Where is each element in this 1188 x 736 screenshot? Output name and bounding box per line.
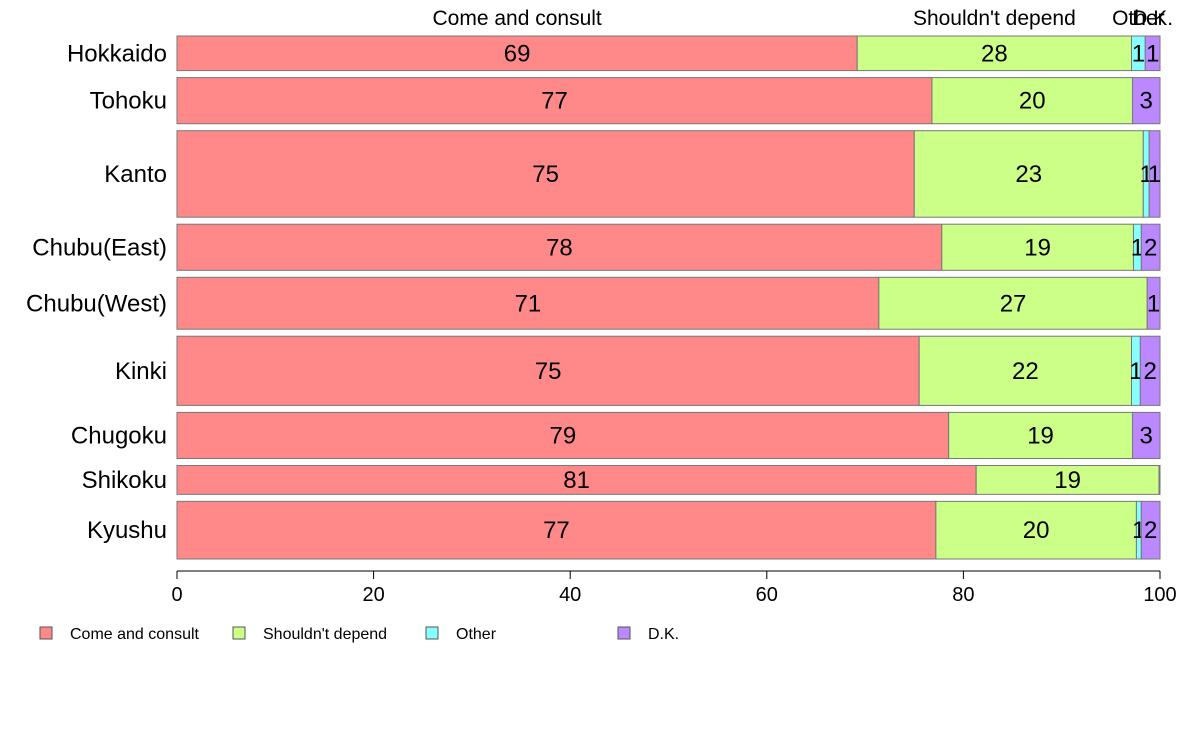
x-tick-label: 20 (362, 584, 384, 606)
value-label: 23 (1015, 161, 1042, 188)
category-label: Hokkaido (67, 40, 167, 67)
bar-segment-0-4 (176, 276, 880, 330)
bar-segment-1-7 (975, 465, 1160, 495)
top-series-label: Other (1112, 7, 1165, 30)
category-label: Chubu(West) (26, 290, 167, 317)
bar-segment-1-8 (935, 500, 1137, 560)
bar-segment-1-0 (856, 35, 1132, 72)
x-tick-label: 100 (1143, 584, 1176, 606)
bar-segment-3-6 (1131, 411, 1161, 460)
value-label: 79 (549, 422, 576, 449)
value-label: 3 (1140, 422, 1153, 449)
value-label: 19 (1027, 422, 1054, 449)
value-label: 1 (1132, 40, 1145, 67)
bar-segment-1-2 (913, 130, 1144, 218)
value-label: 77 (543, 517, 570, 544)
value-label: 3 (1140, 88, 1153, 115)
value-label: 2 (1144, 234, 1157, 261)
value-label: 81 (563, 467, 590, 494)
category-label: Kinki (115, 358, 167, 385)
value-label: 2 (1144, 517, 1157, 544)
legend-label: Other (456, 626, 497, 643)
category-label: Chugoku (71, 422, 167, 449)
value-label: 27 (1000, 290, 1027, 317)
legend-swatch (39, 626, 53, 640)
value-label: 1 (1131, 234, 1144, 261)
x-tick-label: 40 (559, 584, 581, 606)
bar-segment-3-7 (1158, 465, 1161, 495)
top-series-label: Shouldn't depend (913, 7, 1076, 30)
bar-segment-3-8 (1140, 500, 1161, 560)
category-label: Shikoku (82, 467, 167, 494)
category-label: Tohoku (90, 88, 167, 115)
bar-segment-1-3 (941, 223, 1134, 271)
legend-label: Come and consult (70, 626, 200, 643)
bar-segment-3-0 (1144, 35, 1161, 72)
legend-label: D.K. (648, 626, 679, 643)
value-label: 75 (532, 161, 559, 188)
bar-segment-1-4 (878, 276, 1148, 330)
value-label: 20 (1023, 517, 1050, 544)
value-label: 77 (541, 88, 568, 115)
value-label: 1 (1147, 290, 1160, 317)
value-label: 1 (1148, 161, 1161, 188)
value-label: 20 (1019, 88, 1046, 115)
category-label: Kanto (104, 161, 167, 188)
legend-label: Shouldn't depend (263, 626, 387, 643)
legend-swatch (232, 626, 246, 640)
bar-segment-3-2 (1148, 130, 1161, 218)
bar-segment-0-6 (176, 411, 950, 460)
value-label: 71 (515, 290, 542, 317)
x-tick-label: 80 (952, 584, 974, 606)
category-label: Kyushu (87, 517, 167, 544)
value-label: 75 (535, 358, 562, 385)
bar-segment-0-2 (176, 130, 915, 218)
x-tick-label: 60 (756, 584, 778, 606)
bar-segment-3-4 (1146, 276, 1161, 330)
value-label: 1 (1146, 40, 1159, 67)
bar-segment-0-0 (176, 35, 858, 72)
top-series-label: D.K. (1132, 7, 1173, 30)
top-series-label: Come and consult (432, 7, 601, 30)
bar-segment-1-6 (948, 411, 1133, 460)
value-label: 78 (546, 234, 573, 261)
category-label: Chubu(East) (32, 234, 167, 261)
value-label: 19 (1054, 467, 1081, 494)
bar-segment-1-5 (918, 335, 1132, 406)
value-label: 28 (981, 40, 1008, 67)
bar-segment-3-3 (1140, 223, 1161, 271)
bar-segment-0-7 (176, 465, 977, 495)
x-tick-label: 0 (171, 584, 182, 606)
bar-segment-3-5 (1139, 335, 1161, 406)
value-label: 1 (1129, 358, 1142, 385)
legend-swatch (617, 626, 631, 640)
value-label: 19 (1024, 234, 1051, 261)
value-label: 2 (1143, 358, 1156, 385)
bar-segment-0-8 (176, 500, 937, 560)
value-label: 69 (504, 40, 531, 67)
bar-segment-3-1 (1131, 77, 1161, 125)
legend-swatch (425, 626, 439, 640)
value-label: 22 (1012, 358, 1039, 385)
bar-segment-0-5 (176, 335, 920, 406)
bar-segment-1-1 (931, 77, 1133, 125)
